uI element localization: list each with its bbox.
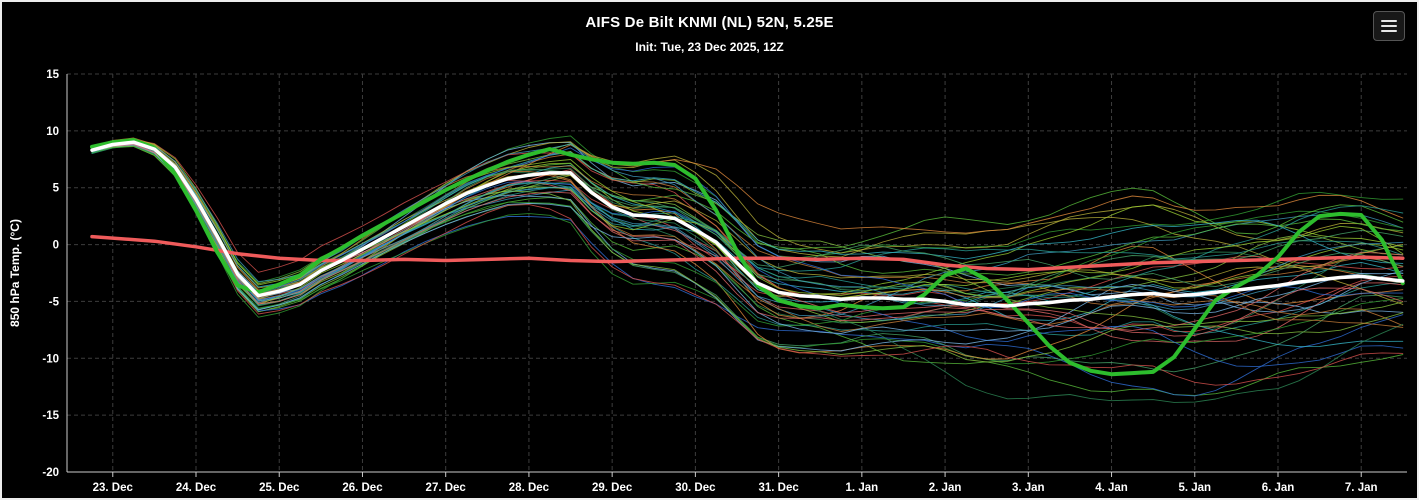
x-tick-label: 24. Dec [176, 482, 217, 494]
y-tick-label: -15 [42, 410, 59, 422]
series-climate-mean [90, 234, 1405, 272]
x-tick-label: 7. Jan [1345, 482, 1378, 494]
y-tick-label: 0 [53, 240, 59, 252]
ensemble-member-line [91, 145, 1404, 336]
axes [66, 74, 1407, 477]
ensemble-member-line [91, 144, 1404, 365]
x-tick-label: 5. Jan [1178, 482, 1211, 494]
x-tick-label: 2. Jan [929, 482, 962, 494]
y-axis-title: 850 hPa Temp. (°C) [8, 219, 22, 327]
x-tick-label: 26. Dec [342, 482, 383, 494]
y-tick-label: 15 [46, 69, 59, 81]
x-tick-label: 27. Dec [426, 482, 467, 494]
ensemble-member-line [91, 140, 1404, 305]
x-tick-label: 3. Jan [1012, 482, 1045, 494]
y-tick-label: 10 [46, 126, 59, 138]
x-tick-label: 29. Dec [592, 482, 633, 494]
x-tick-label: 28. Dec [509, 482, 550, 494]
ensemble-member-line [91, 144, 1404, 337]
series-control-run [90, 138, 1405, 377]
chart-subtitle: Init: Tue, 23 Dec 2025, 12Z [635, 40, 784, 54]
chart-header: AIFS De Bilt KNMI (NL) 52N, 5.25E Init: … [2, 2, 1417, 54]
y-tick-label: -10 [42, 353, 59, 365]
ensemble-member-line [91, 143, 1404, 386]
x-tick-label: 31. Dec [758, 482, 799, 494]
y-tick-label: -20 [42, 467, 59, 479]
ensemble-member-line [91, 140, 1404, 363]
x-tick-label: 4. Jan [1095, 482, 1128, 494]
x-tick-label: 23. Dec [93, 482, 134, 494]
axis-labels: 15 10 5 0 -5 -10 -15 -20 23. Dec 24. Dec 25. Dec 26… [8, 69, 1378, 494]
hamburger-icon [1381, 20, 1397, 32]
x-tick-label: 1. Jan [846, 482, 879, 494]
y-tick-label: -5 [49, 296, 60, 308]
ensemble-member-line [91, 144, 1404, 397]
ensemble-member-line [91, 143, 1404, 334]
ensemble-member-line [91, 141, 1404, 288]
y-tick-label: 5 [53, 183, 60, 195]
ensemble-member-line [91, 141, 1404, 309]
main-series [90, 138, 1405, 377]
chart-title: AIFS De Bilt KNMI (NL) 52N, 5.25E [585, 14, 834, 31]
x-tick-label: 25. Dec [259, 482, 300, 494]
ensemble-member-line [91, 139, 1404, 326]
x-tick-label: 6. Jan [1262, 482, 1295, 494]
x-tick-label: 30. Dec [675, 482, 716, 494]
ensemble-member-line [91, 143, 1404, 321]
series-ensemble-mean [90, 140, 1405, 308]
export-menu-button[interactable] [1373, 11, 1405, 41]
ensemble-member-line [91, 139, 1404, 309]
